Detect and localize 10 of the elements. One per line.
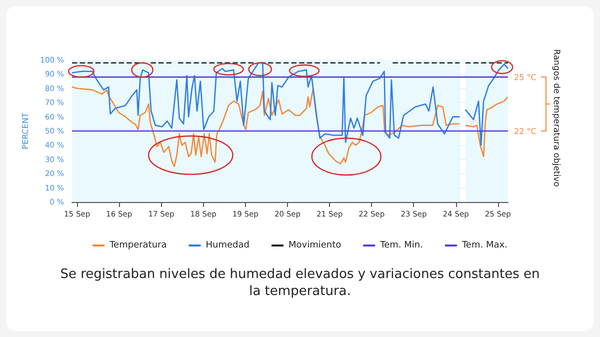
legend-label: Movimiento: [288, 240, 342, 250]
y2-axis-title: Rangos de temperatura objetivo: [551, 49, 561, 187]
annotation: 25 °C: [514, 73, 537, 82]
legend-label: Tem. Max.: [460, 240, 508, 250]
legend-label: Temperatura: [108, 240, 167, 250]
y-axis-title: PERCENT: [20, 112, 30, 150]
legend-label: Humedad: [206, 240, 250, 250]
annotation: 22 °C: [514, 127, 537, 136]
text: Se registraban niveles de humedad elevados y variaciones constantes en la temperatura.: [60, 266, 540, 300]
legend-label: Tem. Min.: [379, 240, 423, 250]
